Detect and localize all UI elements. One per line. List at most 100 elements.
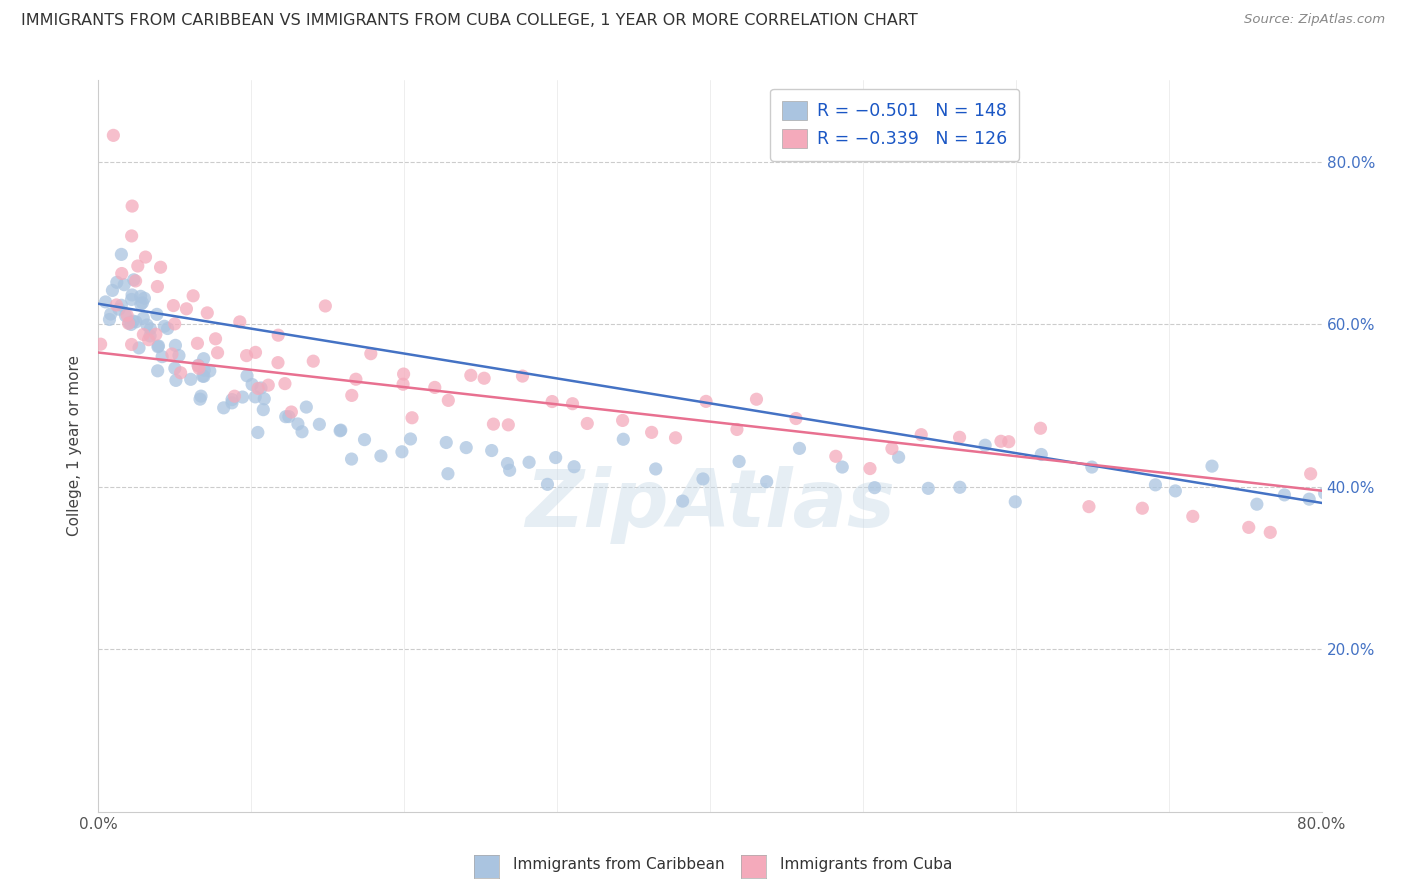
Point (1298, 492, 1320, 507)
Point (156, 321, 179, 335)
Point (267, 356, 290, 370)
Point (190, 389, 212, 403)
Text: ZipAtlas: ZipAtlas (524, 466, 896, 543)
Point (121, 293, 143, 307)
Point (692, 472, 714, 486)
Point (101, 284, 124, 298)
Point (129, 289, 152, 303)
Point (132, 311, 155, 326)
Point (134, 250, 156, 264)
Point (193, 369, 215, 384)
Point (150, 350, 173, 364)
Point (360, 347, 382, 361)
Point (257, 378, 280, 392)
Point (644, 462, 666, 476)
Point (274, 376, 297, 391)
Point (112, 277, 135, 292)
Point (536, 477, 558, 491)
Point (498, 417, 520, 432)
Point (187, 359, 209, 373)
Point (353, 433, 375, 447)
Point (148, 339, 170, 353)
Point (114, 309, 136, 323)
Point (277, 409, 299, 424)
Point (863, 481, 886, 495)
Point (1164, 483, 1187, 498)
Point (115, 308, 138, 322)
Point (110, 247, 132, 261)
Point (245, 345, 267, 359)
Point (287, 417, 309, 431)
Point (562, 459, 585, 474)
Point (423, 380, 446, 394)
Point (146, 307, 169, 321)
Point (1274, 488, 1296, 502)
Point (392, 377, 415, 392)
Point (134, 291, 156, 305)
Point (195, 306, 218, 320)
Point (100, 307, 122, 321)
Point (340, 452, 363, 467)
Point (127, 259, 149, 273)
Point (391, 444, 413, 458)
Text: Immigrants from Caribbean: Immigrants from Caribbean (513, 857, 725, 872)
Point (245, 390, 267, 404)
Point (125, 315, 148, 329)
Point (224, 389, 246, 403)
Point (267, 328, 290, 343)
Point (990, 434, 1012, 449)
Point (496, 457, 519, 471)
Point (193, 363, 215, 377)
Point (512, 369, 534, 384)
Point (146, 364, 169, 378)
Point (149, 260, 172, 275)
Point (437, 467, 460, 481)
Point (231, 390, 253, 404)
Point (1077, 500, 1099, 514)
Point (191, 369, 214, 384)
Y-axis label: College, 1 year or more: College, 1 year or more (67, 356, 83, 536)
Point (399, 432, 422, 446)
Point (291, 425, 314, 439)
Point (122, 314, 145, 328)
Point (1081, 460, 1104, 475)
Point (121, 199, 143, 213)
Point (117, 316, 139, 330)
Point (128, 341, 150, 355)
Point (340, 388, 363, 402)
Point (824, 450, 846, 464)
Point (280, 405, 302, 419)
Point (118, 316, 141, 330)
Point (1004, 495, 1026, 509)
Legend: R = −0.501   N = 148, R = −0.339   N = 126: R = −0.501 N = 148, R = −0.339 N = 126 (770, 89, 1019, 161)
Point (235, 349, 257, 363)
Point (456, 441, 478, 455)
Point (561, 397, 583, 411)
Point (176, 301, 198, 316)
Point (401, 410, 423, 425)
Point (193, 351, 215, 366)
Point (138, 333, 160, 347)
Point (460, 368, 482, 383)
Point (314, 299, 336, 313)
Point (434, 435, 457, 450)
Point (188, 392, 211, 406)
Point (105, 298, 128, 312)
Point (186, 336, 208, 351)
Point (1299, 467, 1322, 481)
Point (111, 267, 134, 281)
Point (163, 317, 186, 331)
Point (90, 337, 112, 351)
Point (240, 377, 263, 392)
Point (236, 368, 259, 383)
Point (253, 392, 276, 406)
Point (789, 442, 811, 456)
Point (1031, 448, 1053, 462)
Point (165, 338, 187, 352)
Point (1130, 501, 1153, 516)
Point (167, 349, 190, 363)
Point (131, 295, 153, 310)
Point (974, 438, 997, 452)
Point (755, 475, 778, 489)
Point (162, 299, 184, 313)
